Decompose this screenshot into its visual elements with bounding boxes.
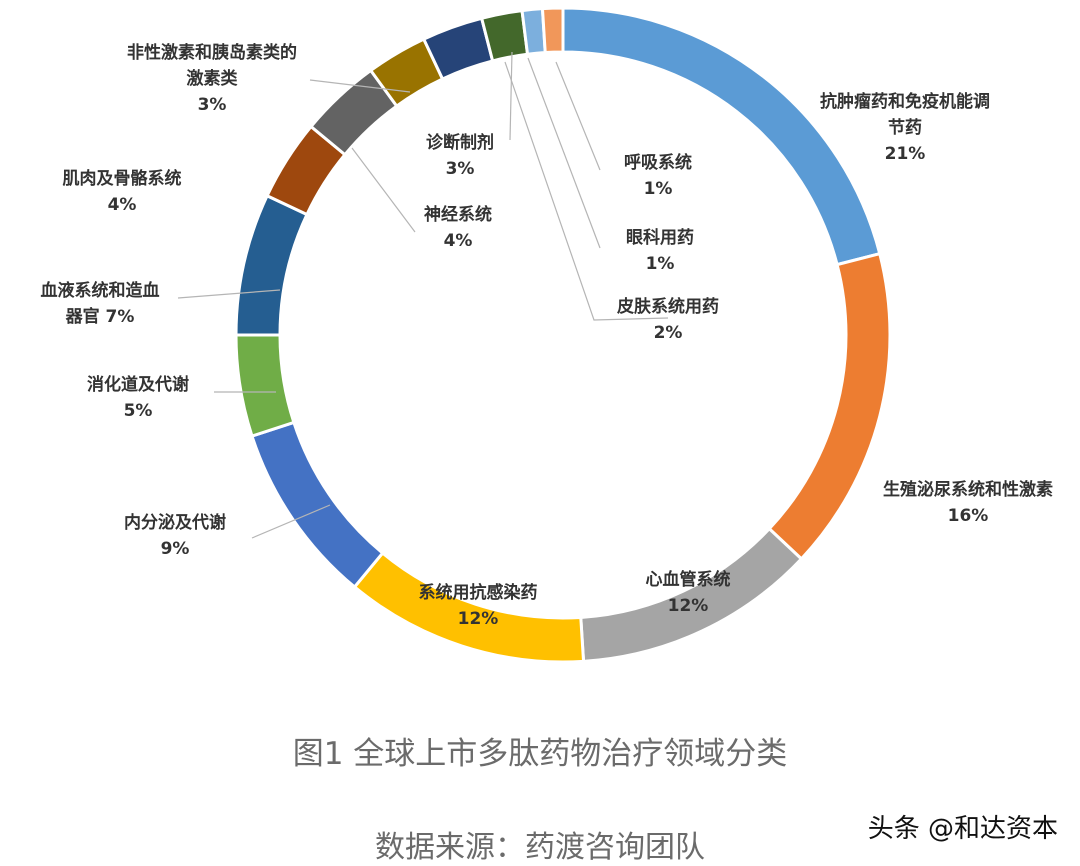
leader-line (351, 147, 416, 233)
slice-labels: 抗肿瘤药和免疫机能调节药 21% 生殖泌尿系统和性激素 16% 心血管系统 12% 系统用抗… (41, 42, 1054, 629)
slice-label: 血液系统和造血器官 7% (41, 280, 160, 327)
source-caption: 数据来源：药渡咨询团队 (375, 830, 705, 865)
slice-label: 消化道及代谢 5% (87, 374, 189, 421)
slice-label: 内分泌及代谢 9% (124, 512, 226, 559)
slice-label: 肌肉及骨骼系统 4% (63, 168, 182, 215)
slice-label: 生殖泌尿系统和性激素 16% (883, 479, 1053, 526)
leader-line (177, 289, 281, 299)
leader-line (309, 79, 411, 93)
slice-label: 皮肤系统用药 2% (617, 296, 719, 343)
leader-lines (177, 51, 669, 539)
slice-label: 系统用抗感染药 12% (419, 582, 538, 629)
donut-slice (234, 193, 309, 337)
slice-label: 诊断制剂 3% (426, 132, 494, 179)
donut-slice (234, 333, 296, 438)
leader-line (509, 51, 513, 141)
leader-line (251, 504, 331, 539)
leader-line (527, 57, 601, 249)
slice-label: 神经系统 4% (424, 204, 492, 251)
watermark: 头条 @和达资本 (867, 814, 1058, 844)
leader-line (504, 61, 669, 321)
donut-slices (234, 6, 892, 664)
leader-line (555, 61, 601, 171)
donut-chart: 抗肿瘤药和免疫机能调节药 21% 生殖泌尿系统和性激素 16% 心血管系统 12% 系统用抗… (41, 6, 1054, 664)
donut-slice (540, 6, 565, 55)
figure-caption: 图1 全球上市多肽药物治疗领域分类 (292, 736, 788, 772)
donut-slice (561, 6, 882, 267)
donut-slice (250, 420, 385, 590)
slice-label: 抗肿瘤药和免疫机能调节药 21% (820, 91, 990, 164)
slice-label: 眼科用药 1% (626, 227, 694, 274)
slice-label: 呼吸系统 1% (624, 152, 692, 199)
donut-slice (767, 251, 892, 561)
slice-label: 心血管系统 12% (646, 569, 731, 616)
slice-label: 非性激素和胰岛素类的激素类 3% (127, 42, 297, 115)
donut-slice (352, 550, 586, 664)
